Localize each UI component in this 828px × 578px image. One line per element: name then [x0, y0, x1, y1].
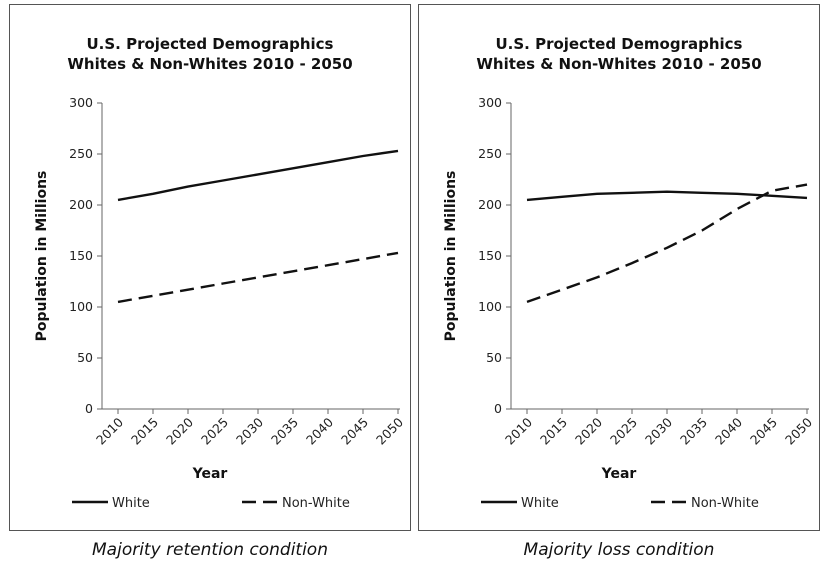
y-axis-label: Population in Millions	[443, 171, 459, 342]
y-axis-label: Population in Millions	[34, 171, 50, 342]
y-tick-label: 250	[478, 146, 502, 161]
x-tick-label: 2010	[93, 414, 126, 447]
x-tick-label: 2030	[642, 414, 675, 447]
legend-label-non-white: Non-White	[691, 496, 759, 511]
chart-panel-loss: U.S. Projected Demographics Whites & Non-…	[418, 4, 820, 531]
chart-title-line: U.S. Projected Demographics	[495, 35, 742, 53]
x-tick-label: 2030	[233, 414, 266, 447]
chart-title-line: U.S. Projected Demographics	[86, 35, 333, 53]
x-axis-label: Year	[601, 466, 637, 482]
x-tick-label: 2015	[128, 415, 161, 448]
caption-loss: Majority loss condition	[523, 540, 715, 560]
x-tick-label: 2040	[303, 414, 336, 447]
x-tick-label: 2010	[502, 414, 535, 447]
legend-label-non-white: Non-White	[282, 496, 350, 511]
y-tick-label: 0	[494, 401, 502, 416]
y-tick-label: 200	[69, 197, 93, 212]
x-tick-label: 2015	[537, 415, 570, 448]
x-axis-label: Year	[192, 466, 228, 482]
chart-panel-retention: U.S. Projected Demographics Whites & Non-…	[9, 4, 411, 531]
legend-label-white: White	[112, 496, 150, 511]
y-tick-label: 0	[85, 401, 93, 416]
y-tick-label: 50	[77, 350, 93, 365]
x-tick-label: 2035	[677, 415, 710, 448]
x-tick-label: 2035	[268, 415, 301, 448]
y-tick-label: 250	[69, 146, 93, 161]
y-tick-label: 300	[478, 95, 502, 110]
x-tick-label: 2050	[782, 414, 815, 447]
x-tick-label: 2025	[607, 415, 640, 448]
y-tick-label: 100	[478, 299, 502, 314]
caption-retention: Majority retention condition	[92, 540, 328, 560]
y-tick-label: 50	[486, 350, 502, 365]
x-tick-label: 2040	[712, 414, 745, 447]
y-tick-label: 200	[478, 197, 502, 212]
chart-loss: U.S. Projected Demographics Whites & Non-…	[443, 35, 815, 511]
chart-title-line: Whites & Non-Whites 2010 - 2050	[476, 55, 761, 73]
y-tick-label: 150	[478, 248, 502, 263]
series-line-non-white	[526, 183, 808, 304]
series-line-white	[117, 149, 399, 202]
series-line-white	[526, 190, 808, 202]
chart-title-line: Whites & Non-Whites 2010 - 2050	[67, 55, 352, 73]
y-tick-label: 100	[69, 299, 93, 314]
x-tick-label: 2045	[747, 415, 780, 448]
x-tick-label: 2025	[198, 415, 231, 448]
series-line-non-white	[117, 251, 399, 304]
chart-retention: U.S. Projected Demographics Whites & Non-…	[34, 35, 406, 511]
legend-label-white: White	[521, 496, 559, 511]
x-tick-label: 2050	[373, 414, 406, 447]
y-tick-label: 300	[69, 95, 93, 110]
x-tick-label: 2020	[163, 414, 196, 447]
x-tick-label: 2045	[338, 415, 371, 448]
x-tick-label: 2020	[572, 414, 605, 447]
y-tick-label: 150	[69, 248, 93, 263]
